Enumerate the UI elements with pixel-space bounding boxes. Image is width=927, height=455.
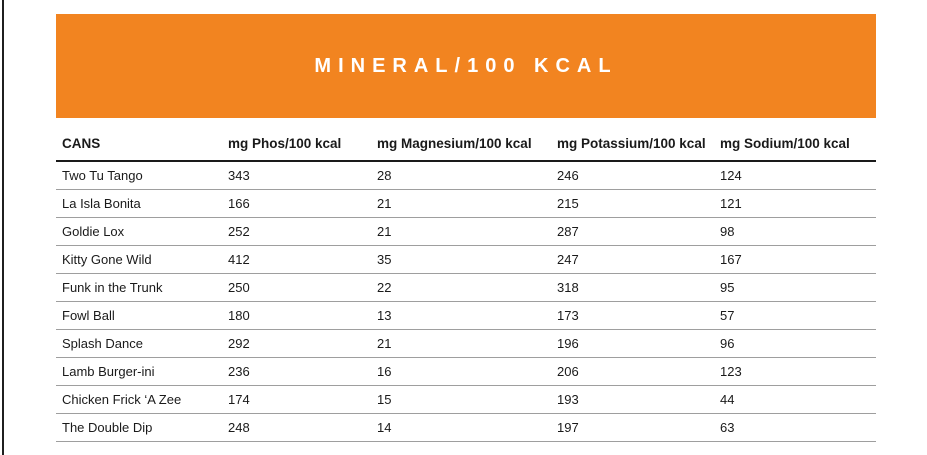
value-cell: 246: [557, 161, 720, 190]
value-cell: 247: [557, 245, 720, 274]
value-cell: 21: [377, 189, 557, 218]
value-cell: 16: [377, 357, 557, 386]
value-cell: 28: [377, 161, 557, 190]
table-row: Fowl Ball 180 13 173 57: [56, 301, 876, 330]
row-name-cell: The Double Dip: [56, 413, 228, 442]
column-header-cans: CANS: [56, 130, 228, 162]
value-cell: 98: [720, 217, 876, 246]
value-cell: 96: [720, 329, 876, 358]
table-row: La Isla Bonita 166 21 215 121: [56, 189, 876, 218]
value-cell: 215: [557, 189, 720, 218]
row-name-cell: Splash Dance: [56, 329, 228, 358]
value-cell: 123: [720, 357, 876, 386]
value-cell: 292: [228, 329, 377, 358]
column-header-phos: mg Phos/100 kcal: [228, 130, 377, 162]
table-row: Chicken Frick ‘A Zee 174 15 193 44: [56, 385, 876, 414]
row-name-cell: Fowl Ball: [56, 301, 228, 330]
table-row: Two Tu Tango 343 28 246 124: [56, 161, 876, 190]
value-cell: 236: [228, 357, 377, 386]
table-row: Goldie Lox 252 21 287 98: [56, 217, 876, 246]
table-row: Splash Dance 292 21 196 96: [56, 329, 876, 358]
table-row: Kitty Gone Wild 412 35 247 167: [56, 245, 876, 274]
value-cell: 13: [377, 301, 557, 330]
value-cell: 57: [720, 301, 876, 330]
value-cell: 193: [557, 385, 720, 414]
row-name-cell: Chicken Frick ‘A Zee: [56, 385, 228, 414]
value-cell: 44: [720, 385, 876, 414]
value-cell: 252: [228, 217, 377, 246]
column-header-sodium: mg Sodium/100 kcal: [720, 130, 876, 162]
left-edge-rule: [2, 0, 4, 455]
value-cell: 21: [377, 329, 557, 358]
value-cell: 412: [228, 245, 377, 274]
row-name-cell: Goldie Lox: [56, 217, 228, 246]
table-header-row: CANS mg Phos/100 kcal mg Magnesium/100 k…: [56, 130, 876, 162]
row-name-cell: Kitty Gone Wild: [56, 245, 228, 274]
page-title: MINERAL/100 KCAL: [314, 54, 618, 77]
value-cell: 35: [377, 245, 557, 274]
value-cell: 206: [557, 357, 720, 386]
value-cell: 121: [720, 189, 876, 218]
row-name-cell: Funk in the Trunk: [56, 273, 228, 302]
value-cell: 63: [720, 413, 876, 442]
column-header-potassium: mg Potassium/100 kcal: [557, 130, 720, 162]
value-cell: 95: [720, 273, 876, 302]
value-cell: 166: [228, 189, 377, 218]
column-header-magnesium: mg Magnesium/100 kcal: [377, 130, 557, 162]
table-row: The Double Dip 248 14 197 63: [56, 413, 876, 442]
value-cell: 173: [557, 301, 720, 330]
value-cell: 196: [557, 329, 720, 358]
value-cell: 287: [557, 217, 720, 246]
row-name-cell: La Isla Bonita: [56, 189, 228, 218]
value-cell: 250: [228, 273, 377, 302]
row-name-cell: Two Tu Tango: [56, 161, 228, 190]
value-cell: 21: [377, 217, 557, 246]
value-cell: 167: [720, 245, 876, 274]
value-cell: 15: [377, 385, 557, 414]
table-body: Two Tu Tango 343 28 246 124 La Isla Bonita 166…: [56, 161, 876, 442]
value-cell: 14: [377, 413, 557, 442]
value-cell: 318: [557, 273, 720, 302]
mineral-table: CANS mg Phos/100 kcal mg Magnesium/100 k…: [56, 130, 876, 442]
value-cell: 124: [720, 161, 876, 190]
row-name-cell: Lamb Burger-ini: [56, 357, 228, 386]
value-cell: 343: [228, 161, 377, 190]
value-cell: 248: [228, 413, 377, 442]
value-cell: 174: [228, 385, 377, 414]
title-banner: MINERAL/100 KCAL: [56, 14, 876, 118]
mineral-table-container: CANS mg Phos/100 kcal mg Magnesium/100 k…: [56, 130, 876, 442]
value-cell: 180: [228, 301, 377, 330]
table-row: Lamb Burger-ini 236 16 206 123: [56, 357, 876, 386]
value-cell: 197: [557, 413, 720, 442]
table-row: Funk in the Trunk 250 22 318 95: [56, 273, 876, 302]
value-cell: 22: [377, 273, 557, 302]
